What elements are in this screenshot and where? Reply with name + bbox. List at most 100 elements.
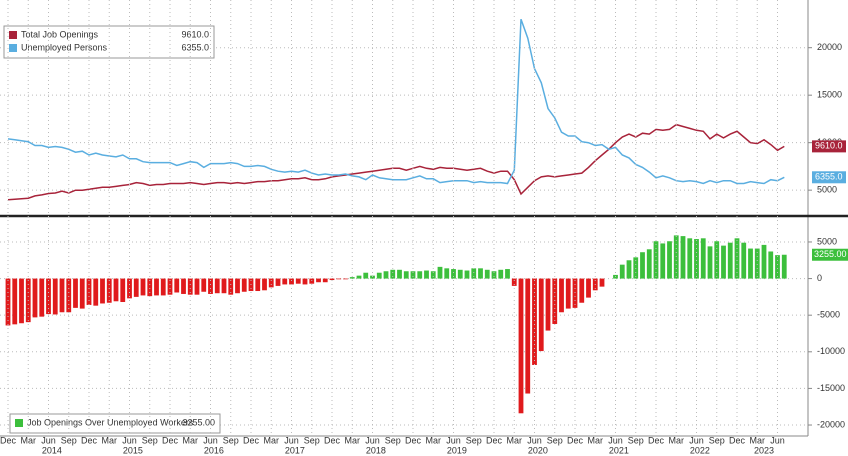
bar bbox=[194, 278, 200, 295]
y-tick-label: -5000 bbox=[817, 310, 840, 320]
bar bbox=[565, 278, 571, 309]
x-tick-label: Dec bbox=[729, 435, 746, 445]
x-year-label: 2016 bbox=[204, 445, 224, 455]
bar bbox=[100, 278, 105, 304]
bar bbox=[660, 243, 666, 279]
x-tick-label: Sep bbox=[142, 435, 158, 445]
bar bbox=[552, 278, 558, 324]
x-tick-label: Jun bbox=[689, 435, 704, 445]
bar bbox=[221, 278, 227, 294]
bar bbox=[619, 264, 625, 279]
bar bbox=[316, 278, 321, 283]
bar bbox=[572, 278, 578, 308]
bar bbox=[336, 278, 342, 280]
x-tick-label: Jun bbox=[446, 435, 461, 445]
x-tick-label: Sep bbox=[223, 435, 239, 445]
bar bbox=[417, 271, 423, 279]
last-value-label: 6355.0 bbox=[815, 172, 843, 182]
bar bbox=[167, 278, 173, 295]
bar bbox=[5, 278, 11, 326]
last-value-tag bbox=[812, 248, 848, 261]
bar bbox=[322, 278, 328, 283]
bar bbox=[268, 278, 274, 288]
bar bbox=[775, 255, 780, 279]
bar bbox=[768, 251, 774, 279]
bar bbox=[626, 260, 632, 279]
x-tick-label: Jun bbox=[770, 435, 785, 445]
bar bbox=[201, 278, 207, 292]
bar bbox=[113, 278, 119, 302]
x-tick-label: Sep bbox=[628, 435, 644, 445]
bar bbox=[579, 278, 585, 303]
bar bbox=[187, 278, 193, 295]
legend-value: 6355.0 bbox=[181, 42, 209, 52]
bar bbox=[518, 278, 524, 414]
bar bbox=[599, 278, 605, 287]
bar bbox=[255, 278, 261, 292]
bar bbox=[66, 278, 72, 313]
bar bbox=[505, 269, 510, 279]
x-year-label: 2021 bbox=[609, 445, 629, 455]
last-value-tag bbox=[812, 171, 846, 184]
bar bbox=[727, 242, 733, 279]
x-year-label: 2015 bbox=[123, 445, 143, 455]
y-tick-label: 20000 bbox=[817, 42, 842, 52]
x-year-label: 2020 bbox=[528, 445, 548, 455]
bar bbox=[538, 278, 544, 352]
bar bbox=[59, 278, 65, 313]
x-tick-label: Jun bbox=[284, 435, 299, 445]
bar bbox=[633, 257, 639, 279]
bar bbox=[748, 248, 753, 279]
x-year-label: 2014 bbox=[42, 445, 62, 455]
x-year-label: 2019 bbox=[447, 445, 467, 455]
bar bbox=[93, 278, 99, 306]
bar bbox=[120, 278, 126, 303]
x-tick-label: Mar bbox=[102, 435, 118, 445]
x-tick-label: Sep bbox=[304, 435, 320, 445]
bar bbox=[86, 278, 92, 305]
bar bbox=[667, 241, 672, 279]
bar bbox=[309, 278, 315, 284]
x-tick-label: Dec bbox=[243, 435, 260, 445]
x-year-label: 2022 bbox=[690, 445, 710, 455]
bar bbox=[498, 269, 504, 279]
bar bbox=[73, 278, 78, 308]
legend-label: Unemployed Persons bbox=[21, 42, 108, 52]
x-tick-label: Dec bbox=[486, 435, 503, 445]
x-tick-label: Mar bbox=[507, 435, 523, 445]
bar bbox=[214, 278, 220, 294]
x-tick-label: Jun bbox=[608, 435, 623, 445]
x-tick-label: Mar bbox=[669, 435, 685, 445]
bar bbox=[79, 278, 85, 309]
bar bbox=[302, 278, 308, 285]
x-tick-label: Dec bbox=[0, 435, 16, 445]
bar bbox=[734, 238, 740, 279]
bar bbox=[282, 278, 288, 285]
bar bbox=[478, 268, 483, 279]
bar bbox=[451, 269, 456, 279]
legend-swatch bbox=[9, 31, 17, 39]
last-value-label: 9610.0 bbox=[815, 141, 843, 151]
bar bbox=[363, 272, 369, 279]
legend-value: 9610.0 bbox=[181, 29, 209, 39]
x-tick-label: Sep bbox=[547, 435, 563, 445]
y-tick-label: 0 bbox=[817, 273, 822, 283]
x-tick-label: Jun bbox=[203, 435, 218, 445]
x-tick-label: Dec bbox=[324, 435, 341, 445]
bar bbox=[356, 275, 362, 279]
bar bbox=[403, 271, 409, 279]
x-tick-label: Jun bbox=[527, 435, 542, 445]
bar bbox=[147, 278, 153, 297]
bar bbox=[174, 278, 180, 293]
last-value-label: 3255.00 bbox=[814, 249, 847, 259]
bar bbox=[464, 270, 470, 279]
bar bbox=[235, 278, 240, 294]
y-tick-label: -20000 bbox=[817, 419, 845, 429]
bar bbox=[545, 278, 551, 331]
y-tick-label: 5000 bbox=[817, 185, 837, 195]
x-tick-label: Sep bbox=[61, 435, 77, 445]
bar bbox=[437, 266, 443, 279]
x-tick-label: Jun bbox=[365, 435, 380, 445]
